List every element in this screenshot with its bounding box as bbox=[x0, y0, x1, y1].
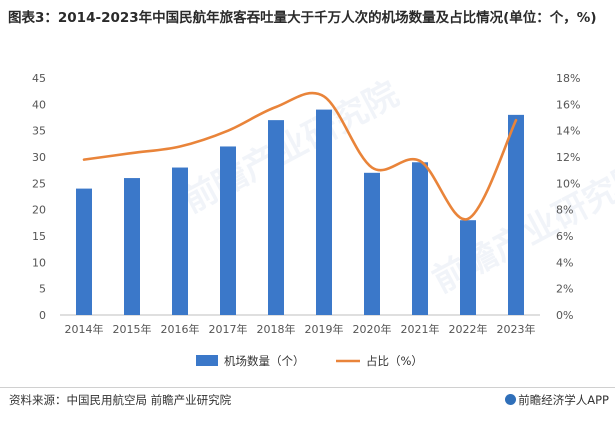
x-tick-label: 2015年 bbox=[113, 322, 152, 336]
x-tick-label: 2019年 bbox=[305, 322, 344, 336]
x-tick-label: 2021年 bbox=[401, 322, 440, 336]
brand-label: 前瞻经济学人APP bbox=[518, 393, 609, 407]
y-left-tick-label: 15 bbox=[32, 230, 46, 243]
legend-bar-label: 机场数量（个） bbox=[224, 354, 305, 368]
footer: 资料来源：中国民用航空局 前瞻产业研究院 前瞻经济学人APP bbox=[0, 387, 615, 421]
bar bbox=[124, 178, 140, 315]
bar bbox=[316, 110, 332, 315]
y-left-tick-label: 30 bbox=[32, 151, 46, 164]
x-tick-label: 2020年 bbox=[353, 322, 392, 336]
x-tick-label: 2014年 bbox=[65, 322, 104, 336]
y-right-tick-label: 4% bbox=[556, 256, 573, 269]
bar bbox=[460, 220, 476, 315]
y-left-tick-label: 5 bbox=[39, 283, 46, 296]
bar bbox=[268, 120, 284, 315]
chart: 0 5 10 15 20 25 30 35 40 45 0% 2% 4% 6% 8% 10% 12% 14% 16%… bbox=[0, 0, 615, 385]
bar bbox=[508, 115, 524, 315]
series-line bbox=[84, 93, 516, 219]
x-tick-label: 2022年 bbox=[449, 322, 488, 336]
x-tick-label: 2018年 bbox=[257, 322, 296, 336]
y-left-tick-label: 20 bbox=[32, 204, 46, 217]
y-left-tick-label: 10 bbox=[32, 256, 46, 269]
brand: 前瞻经济学人APP bbox=[505, 392, 609, 408]
y-right-tick-label: 18% bbox=[556, 72, 580, 85]
y-left-tick-label: 25 bbox=[32, 177, 46, 190]
y-right-tick-label: 2% bbox=[556, 283, 573, 296]
y-left-tick-label: 45 bbox=[32, 72, 46, 85]
y-right-tick-label: 0% bbox=[556, 309, 573, 322]
brand-logo-icon bbox=[505, 394, 516, 405]
source-note: 资料来源：中国民用航空局 前瞻产业研究院 bbox=[9, 392, 231, 408]
bar bbox=[412, 162, 428, 315]
x-tick-label: 2023年 bbox=[497, 322, 536, 336]
y-left-tick-label: 40 bbox=[32, 98, 46, 111]
y-right-tick-label: 6% bbox=[556, 230, 573, 243]
x-tick-label: 2017年 bbox=[209, 322, 248, 336]
y-right-tick-label: 14% bbox=[556, 125, 580, 138]
y-right-tick-label: 10% bbox=[556, 177, 580, 190]
bar bbox=[364, 173, 380, 315]
bar bbox=[76, 189, 92, 315]
legend-line-label: 占比（%） bbox=[366, 354, 423, 368]
legend-bar-swatch bbox=[196, 355, 218, 366]
y-left-tick-label: 35 bbox=[32, 125, 46, 138]
x-tick-label: 2016年 bbox=[161, 322, 200, 336]
y-right-tick-label: 16% bbox=[556, 98, 580, 111]
y-right-tick-label: 8% bbox=[556, 204, 573, 217]
bar bbox=[220, 146, 236, 315]
y-right-tick-label: 12% bbox=[556, 151, 580, 164]
y-left-tick-label: 0 bbox=[39, 309, 46, 322]
bar bbox=[172, 168, 188, 315]
